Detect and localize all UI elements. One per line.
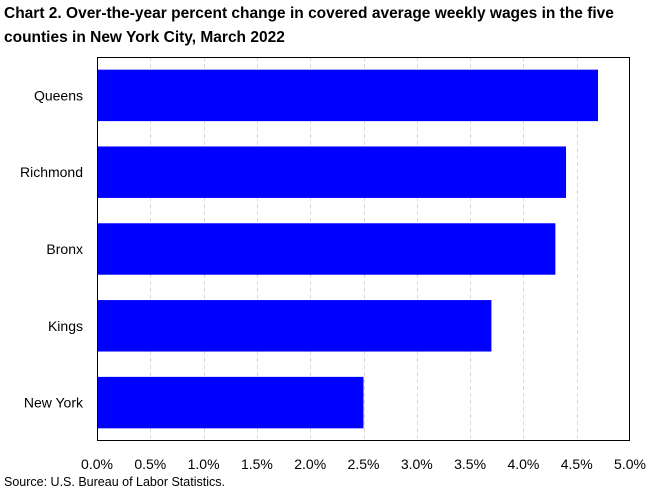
bar-bronx	[97, 223, 556, 275]
x-tick-label: 0.5%	[134, 456, 166, 472]
x-tick-label: 3.0%	[401, 456, 433, 472]
plot-area-border	[97, 57, 630, 441]
chart-title: Chart 2. Over-the-year percent change in…	[4, 5, 614, 46]
x-tick-label: 2.0%	[294, 456, 326, 472]
x-tick-label: 2.5%	[348, 456, 380, 472]
x-tick-label: 4.5%	[561, 456, 593, 472]
x-tick-label: 1.0%	[188, 456, 220, 472]
bar-queens	[97, 69, 599, 122]
x-tick-label: 3.5%	[454, 456, 486, 472]
x-tick-label: 1.5%	[241, 456, 273, 472]
bar-richmond	[97, 146, 567, 198]
category-label: Bronx	[46, 241, 83, 257]
category-label: New York	[24, 395, 84, 411]
bars	[97, 69, 599, 429]
x-tick-label: 0.0%	[81, 456, 113, 472]
category-labels: Queens Richmond Bronx Kings New York	[20, 87, 84, 410]
x-axis-tick-labels: 0.0% 0.5% 1.0% 1.5% 2.0% 2.5% 3.0% 3.5% 4.0% 4.5%…	[81, 456, 646, 472]
category-label: Richmond	[20, 164, 83, 180]
bar-kings	[97, 300, 492, 352]
bar-new-york	[97, 376, 364, 429]
source-note: Source: U.S. Bureau of Labor Statistics.	[4, 475, 225, 489]
x-tick-label: 4.0%	[507, 456, 539, 472]
category-label: Queens	[34, 87, 83, 103]
x-tick-label: 5.0%	[614, 456, 646, 472]
category-label: Kings	[48, 318, 83, 334]
